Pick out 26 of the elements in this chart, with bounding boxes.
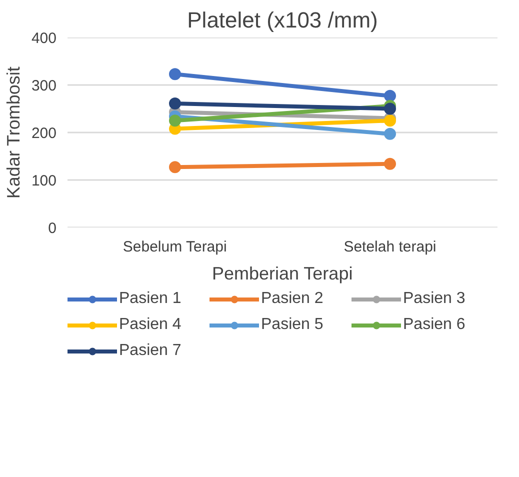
x-axis-title: Pemberian Terapi (212, 264, 353, 284)
point (384, 158, 396, 170)
point (169, 161, 181, 174)
point (169, 68, 181, 80)
point (384, 128, 396, 140)
y-tick-label: 300 (31, 78, 57, 94)
y-tick-label: 100 (31, 172, 57, 190)
legend-label: Pasien 3 (403, 290, 466, 308)
legend-label: Pasien 6 (403, 316, 466, 334)
point (384, 102, 396, 115)
legend-label: Pasien 5 (261, 316, 324, 334)
legend-label: Pasien 2 (261, 290, 324, 308)
point (169, 114, 181, 127)
legend-label: Pasien 1 (119, 290, 182, 308)
y-axis-title: Kadar Trombosit (3, 66, 24, 199)
point (169, 98, 181, 110)
x-tick-label: Sebelum Terapi (122, 238, 227, 256)
y-tick-label: 0 (48, 220, 56, 237)
point (384, 114, 396, 127)
point (384, 90, 396, 102)
y-tick-label: 400 (31, 30, 57, 47)
legend-label: Pasien 7 (119, 342, 182, 360)
y-tick-label: 200 (31, 125, 57, 142)
x-tick-label: Setelah terapi (344, 238, 436, 256)
chart-title: Platelet (x103 /mm) (187, 8, 378, 32)
legend-label: Pasien 4 (119, 316, 182, 334)
